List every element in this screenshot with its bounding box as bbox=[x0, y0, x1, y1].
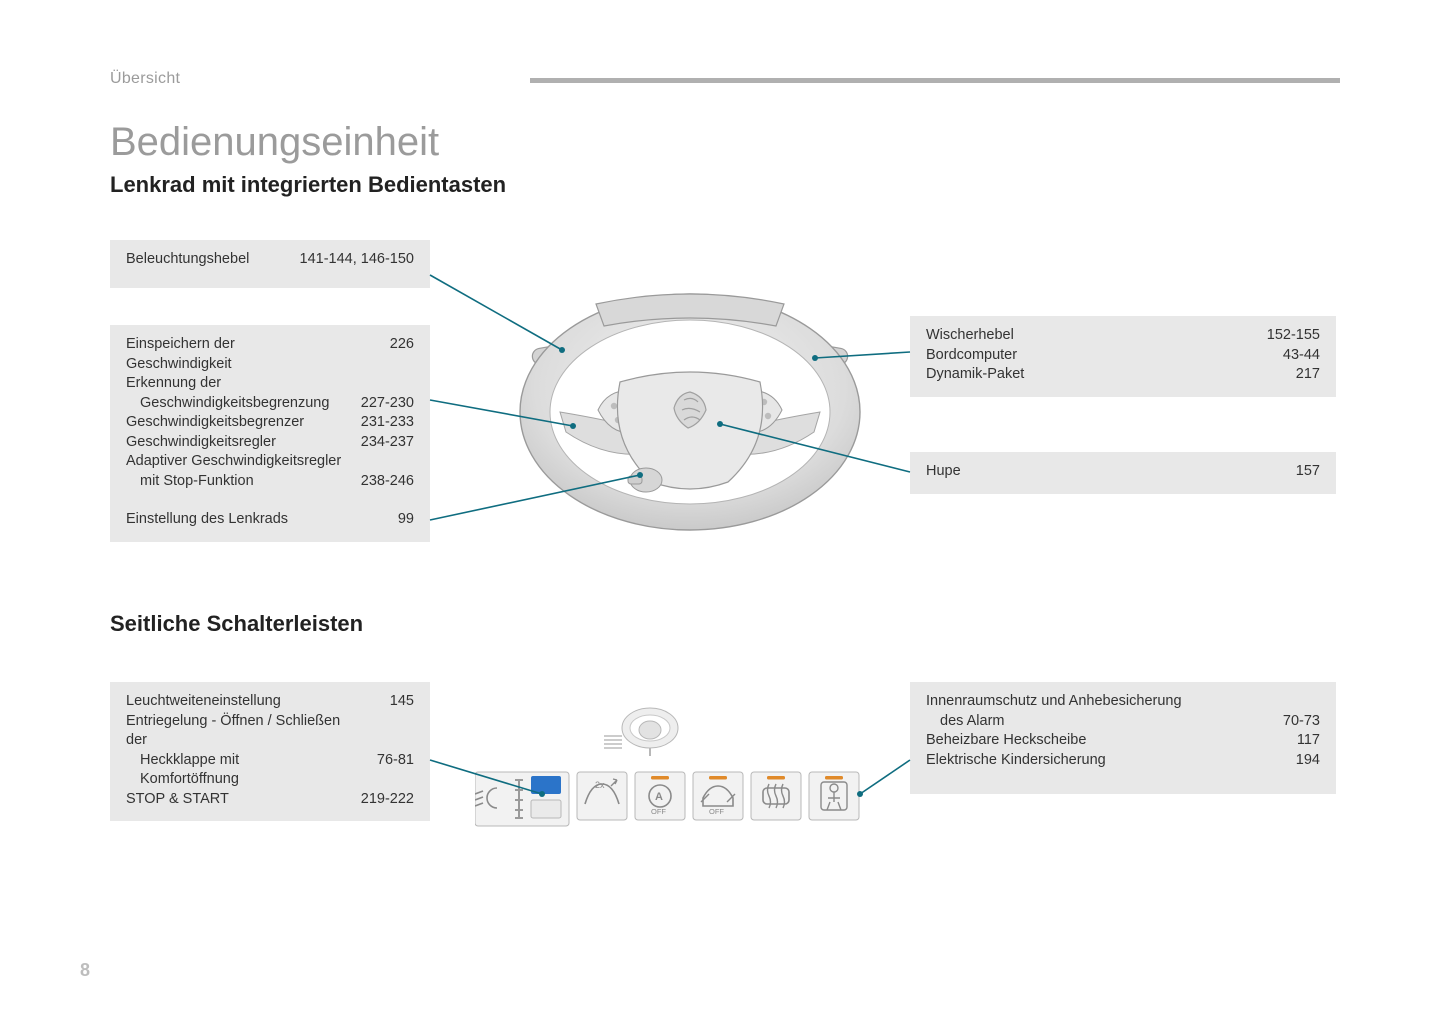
svg-text:OFF: OFF bbox=[651, 807, 666, 816]
index-pageref: 99 bbox=[350, 510, 414, 530]
index-pageref: 194 bbox=[1256, 751, 1320, 771]
index-pageref: 76-81 bbox=[350, 751, 414, 790]
block-wiper-computer: Wischerhebel152-155Bordcomputer43-44Dyna… bbox=[910, 316, 1336, 397]
subtitle-steering: Lenkrad mit integrierten Bedientasten bbox=[110, 172, 506, 198]
block-steering-adjust: Einstellung des Lenkrads99 bbox=[110, 500, 430, 542]
index-label: Heckklappe mit Komfortöffnung bbox=[126, 751, 350, 790]
index-row: STOP & START219-222 bbox=[126, 790, 414, 810]
index-label: Erkennung der bbox=[126, 374, 350, 394]
index-row: Einspeichern der Geschwindigkeit226 bbox=[126, 335, 414, 374]
index-pageref bbox=[1256, 692, 1320, 712]
index-label: Leuchtweiteneinstellung bbox=[126, 692, 350, 712]
index-pageref: 145 bbox=[350, 692, 414, 712]
block-lighting-stalk: Beleuchtungshebel141-144, 146-150 bbox=[110, 240, 430, 288]
index-pageref: 43-44 bbox=[1256, 346, 1320, 366]
index-label: Hupe bbox=[926, 462, 1256, 482]
index-label: Geschwindigkeitsbegrenzer bbox=[126, 413, 350, 433]
index-row: Einstellung des Lenkrads99 bbox=[126, 510, 414, 530]
index-row: Erkennung der bbox=[126, 374, 414, 394]
index-row: Bordcomputer43-44 bbox=[926, 346, 1320, 366]
index-label: STOP & START bbox=[126, 790, 350, 810]
index-pageref bbox=[350, 452, 414, 472]
index-row: Innenraumschutz und Anhebesicherung bbox=[926, 692, 1320, 712]
index-pageref: 217 bbox=[1256, 365, 1320, 385]
index-pageref: 238-246 bbox=[350, 472, 414, 492]
switch-panel: 2x A OFF OFF bbox=[475, 766, 865, 832]
index-label: mit Stop-Funktion bbox=[126, 472, 350, 492]
index-pageref: 157 bbox=[1256, 462, 1320, 482]
index-row: Adaptiver Geschwindigkeitsregler bbox=[126, 452, 414, 472]
index-label: Bordcomputer bbox=[926, 346, 1256, 366]
index-label: Elektrische Kindersicherung bbox=[926, 751, 1256, 771]
page-title: Bedienungseinheit bbox=[110, 120, 439, 165]
index-row: Beheizbare Heckscheibe117 bbox=[926, 731, 1320, 751]
index-row: Leuchtweiteneinstellung145 bbox=[126, 692, 414, 712]
index-row: Beleuchtungshebel141-144, 146-150 bbox=[126, 250, 414, 270]
index-row: Heckklappe mit Komfortöffnung76-81 bbox=[126, 751, 414, 790]
index-label: Entriegelung - Öffnen / Schließen der bbox=[126, 712, 350, 751]
index-pageref: 141-144, 146-150 bbox=[300, 250, 415, 270]
index-pageref: 231-233 bbox=[350, 413, 414, 433]
subtitle-switches: Seitliche Schalterleisten bbox=[110, 611, 363, 637]
index-pageref: 234-237 bbox=[350, 433, 414, 453]
index-pageref: 219-222 bbox=[350, 790, 414, 810]
index-label: Beheizbare Heckscheibe bbox=[926, 731, 1256, 751]
index-pageref bbox=[350, 712, 414, 751]
index-pageref: 152-155 bbox=[1256, 326, 1320, 346]
index-pageref: 227-230 bbox=[350, 394, 414, 414]
index-label: Dynamik-Paket bbox=[926, 365, 1256, 385]
page: Übersicht Bedienungseinheit Lenkrad mit … bbox=[0, 0, 1445, 1025]
index-row: mit Stop-Funktion238-246 bbox=[126, 472, 414, 492]
index-row: Entriegelung - Öffnen / Schließen der bbox=[126, 712, 414, 751]
index-row: Wischerhebel152-155 bbox=[926, 326, 1320, 346]
block-left-switches: Leuchtweiteneinstellung145Entriegelung -… bbox=[110, 682, 430, 821]
svg-text:A: A bbox=[655, 791, 663, 803]
switch-headlight-range bbox=[475, 772, 569, 826]
index-pageref: 226 bbox=[350, 335, 414, 374]
steering-wheel-illustration bbox=[500, 282, 880, 542]
mini-steering-symbol bbox=[602, 700, 682, 758]
svg-text:2x: 2x bbox=[595, 780, 605, 790]
page-number: 8 bbox=[80, 960, 90, 981]
index-row: Geschwindigkeitsbegrenzung227-230 bbox=[126, 394, 414, 414]
index-pageref: 117 bbox=[1256, 731, 1320, 751]
index-row: des Alarm70-73 bbox=[926, 712, 1320, 732]
index-row: Dynamik-Paket217 bbox=[926, 365, 1320, 385]
index-label: Innenraumschutz und Anhebesicherung bbox=[926, 692, 1256, 712]
index-label: Geschwindigkeitsbegrenzung bbox=[126, 394, 350, 414]
index-pageref: 70-73 bbox=[1256, 712, 1320, 732]
block-horn: Hupe157 bbox=[910, 452, 1336, 494]
index-label: des Alarm bbox=[926, 712, 1256, 732]
index-label: Geschwindigkeitsregler bbox=[126, 433, 350, 453]
index-label: Einstellung des Lenkrads bbox=[126, 510, 350, 530]
block-speed-controls: Einspeichern der Geschwindigkeit226Erken… bbox=[110, 325, 430, 504]
svg-text:OFF: OFF bbox=[709, 807, 724, 816]
block-right-switches: Innenraumschutz und Anhebesicherungdes A… bbox=[910, 682, 1336, 794]
index-label: Einspeichern der Geschwindigkeit bbox=[126, 335, 350, 374]
section-label: Übersicht bbox=[110, 70, 180, 88]
header-rule bbox=[530, 78, 1340, 83]
index-row: Geschwindigkeitsregler234-237 bbox=[126, 433, 414, 453]
index-pageref bbox=[350, 374, 414, 394]
index-label: Wischerhebel bbox=[926, 326, 1256, 346]
index-row: Geschwindigkeitsbegrenzer231-233 bbox=[126, 413, 414, 433]
index-label: Adaptiver Geschwindigkeitsregler bbox=[126, 452, 350, 472]
index-row: Hupe157 bbox=[926, 462, 1320, 482]
index-label: Beleuchtungshebel bbox=[126, 250, 300, 270]
index-row: Elektrische Kindersicherung194 bbox=[926, 751, 1320, 771]
